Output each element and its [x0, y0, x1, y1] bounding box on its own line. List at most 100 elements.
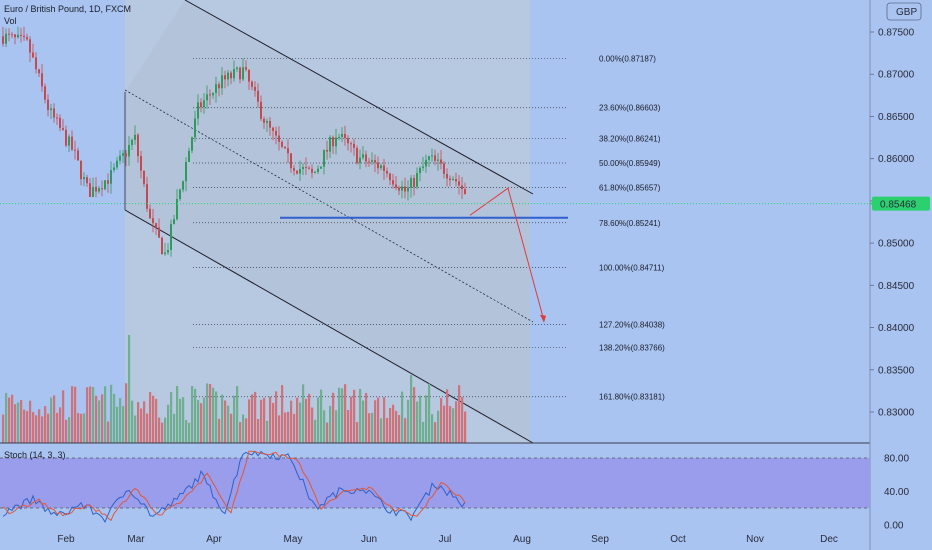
candle-body [389, 173, 391, 181]
candle-body [200, 102, 202, 108]
volume-bar [125, 383, 128, 443]
candle-body [365, 154, 367, 162]
candle-body [320, 166, 322, 169]
candle-body [440, 159, 442, 164]
volume-bar [332, 392, 335, 443]
volume-bar [302, 384, 305, 443]
candle-body [209, 94, 211, 96]
candle-body [62, 128, 64, 130]
volume-bar [86, 387, 89, 443]
volume-bar [8, 397, 11, 443]
volume-bar [26, 411, 29, 443]
volume-bar [320, 389, 323, 443]
volume-label[interactable]: Vol [4, 16, 17, 26]
candle-body [425, 159, 427, 167]
candle-body [32, 52, 34, 58]
candle-body [44, 86, 46, 100]
price-tick-label: 0.84000 [878, 323, 915, 334]
candle-body [35, 57, 37, 70]
time-axis[interactable]: Feb Mar Apr May Jun Jul Aug Sep Oct Nov Dec [57, 534, 838, 545]
volume-bar [161, 422, 164, 443]
volume-bar [173, 413, 176, 443]
volume-bar [149, 392, 152, 443]
volume-bar [137, 402, 140, 443]
volume-bar [239, 422, 242, 443]
candle-body [275, 130, 277, 136]
channel-fill [125, 0, 530, 443]
volume-bar [224, 400, 227, 443]
stoch-k-line [2, 450, 466, 524]
volume-bar [371, 412, 374, 443]
price-tick-label: 0.83500 [878, 365, 915, 376]
candle-body [344, 133, 346, 139]
current-price-text: 0.85468 [880, 200, 917, 211]
candle-body [2, 36, 4, 44]
volume-bar [425, 395, 428, 443]
volume-bar [230, 413, 233, 443]
channel-lower-line[interactable] [124, 209, 534, 444]
volume-bar [290, 400, 293, 443]
volume-bar [383, 397, 386, 443]
volume-bar [182, 397, 185, 443]
candle-body [284, 146, 286, 149]
candle-body [227, 72, 229, 80]
candle-body [194, 118, 196, 138]
stoch-label[interactable]: Stoch (14, 3, 3) [4, 450, 66, 460]
currency-badge[interactable] [886, 2, 922, 21]
candle-body [317, 168, 319, 173]
candle-body [173, 219, 175, 224]
volume-bar [359, 388, 362, 443]
volume-bar [380, 418, 383, 443]
volume-bar [407, 399, 410, 443]
candle-body [449, 178, 451, 181]
channel-upper-line[interactable] [184, 0, 534, 195]
volume-bar [89, 386, 92, 443]
fib-level-label: 78.60%(0.85241) [599, 219, 661, 228]
volume-bar [14, 404, 17, 443]
candle-body [332, 137, 334, 147]
candle-body [236, 67, 238, 69]
volume-bar [212, 387, 215, 443]
projection-path[interactable] [469, 187, 545, 321]
volume-bar [413, 387, 416, 443]
candle-body [119, 155, 121, 161]
candle-body [80, 160, 82, 180]
volume-bar [266, 420, 269, 443]
fib-level-label: 161.80%(0.83181) [599, 393, 665, 402]
volume-bar [170, 392, 173, 443]
volume-bar [362, 400, 365, 443]
candle-body [107, 180, 109, 184]
candle-body [416, 173, 418, 187]
volume-bar [329, 405, 332, 443]
candle-body [287, 148, 289, 154]
volume-bar [152, 395, 155, 443]
volume-bar [5, 392, 8, 443]
fib-level-label: 61.80%(0.85657) [599, 184, 661, 193]
candle-body [26, 37, 28, 40]
candle-body [245, 67, 247, 70]
price-tick-label: 0.86500 [878, 112, 915, 123]
candle-body [254, 86, 256, 91]
candle-body [92, 186, 94, 197]
volume-bar [236, 386, 239, 443]
volume-bar [461, 397, 464, 443]
candle-body [152, 218, 154, 224]
volume-bar [392, 404, 395, 443]
symbol-title[interactable]: Euro / British Pound, 1D, FXCM [4, 4, 131, 14]
candle-body [311, 168, 313, 173]
candle-body [161, 237, 163, 254]
volume-bar [251, 394, 254, 443]
volume-bar [56, 412, 59, 443]
volume-bar [446, 389, 449, 443]
volume-bars [2, 335, 467, 443]
volume-bar [260, 399, 263, 443]
candle-body [404, 186, 406, 192]
stoch-axis: 80.00 40.00 0.00 [884, 454, 909, 532]
candle-body [338, 136, 340, 138]
candle-body [230, 72, 232, 79]
fibonacci-retracement[interactable]: 0.00%(0.87187) 23.60%(0.86603) 38.20%(0.86… [193, 54, 665, 402]
month-tick-label: Nov [746, 534, 764, 545]
candle-body [23, 35, 25, 38]
volume-bar [50, 397, 53, 443]
